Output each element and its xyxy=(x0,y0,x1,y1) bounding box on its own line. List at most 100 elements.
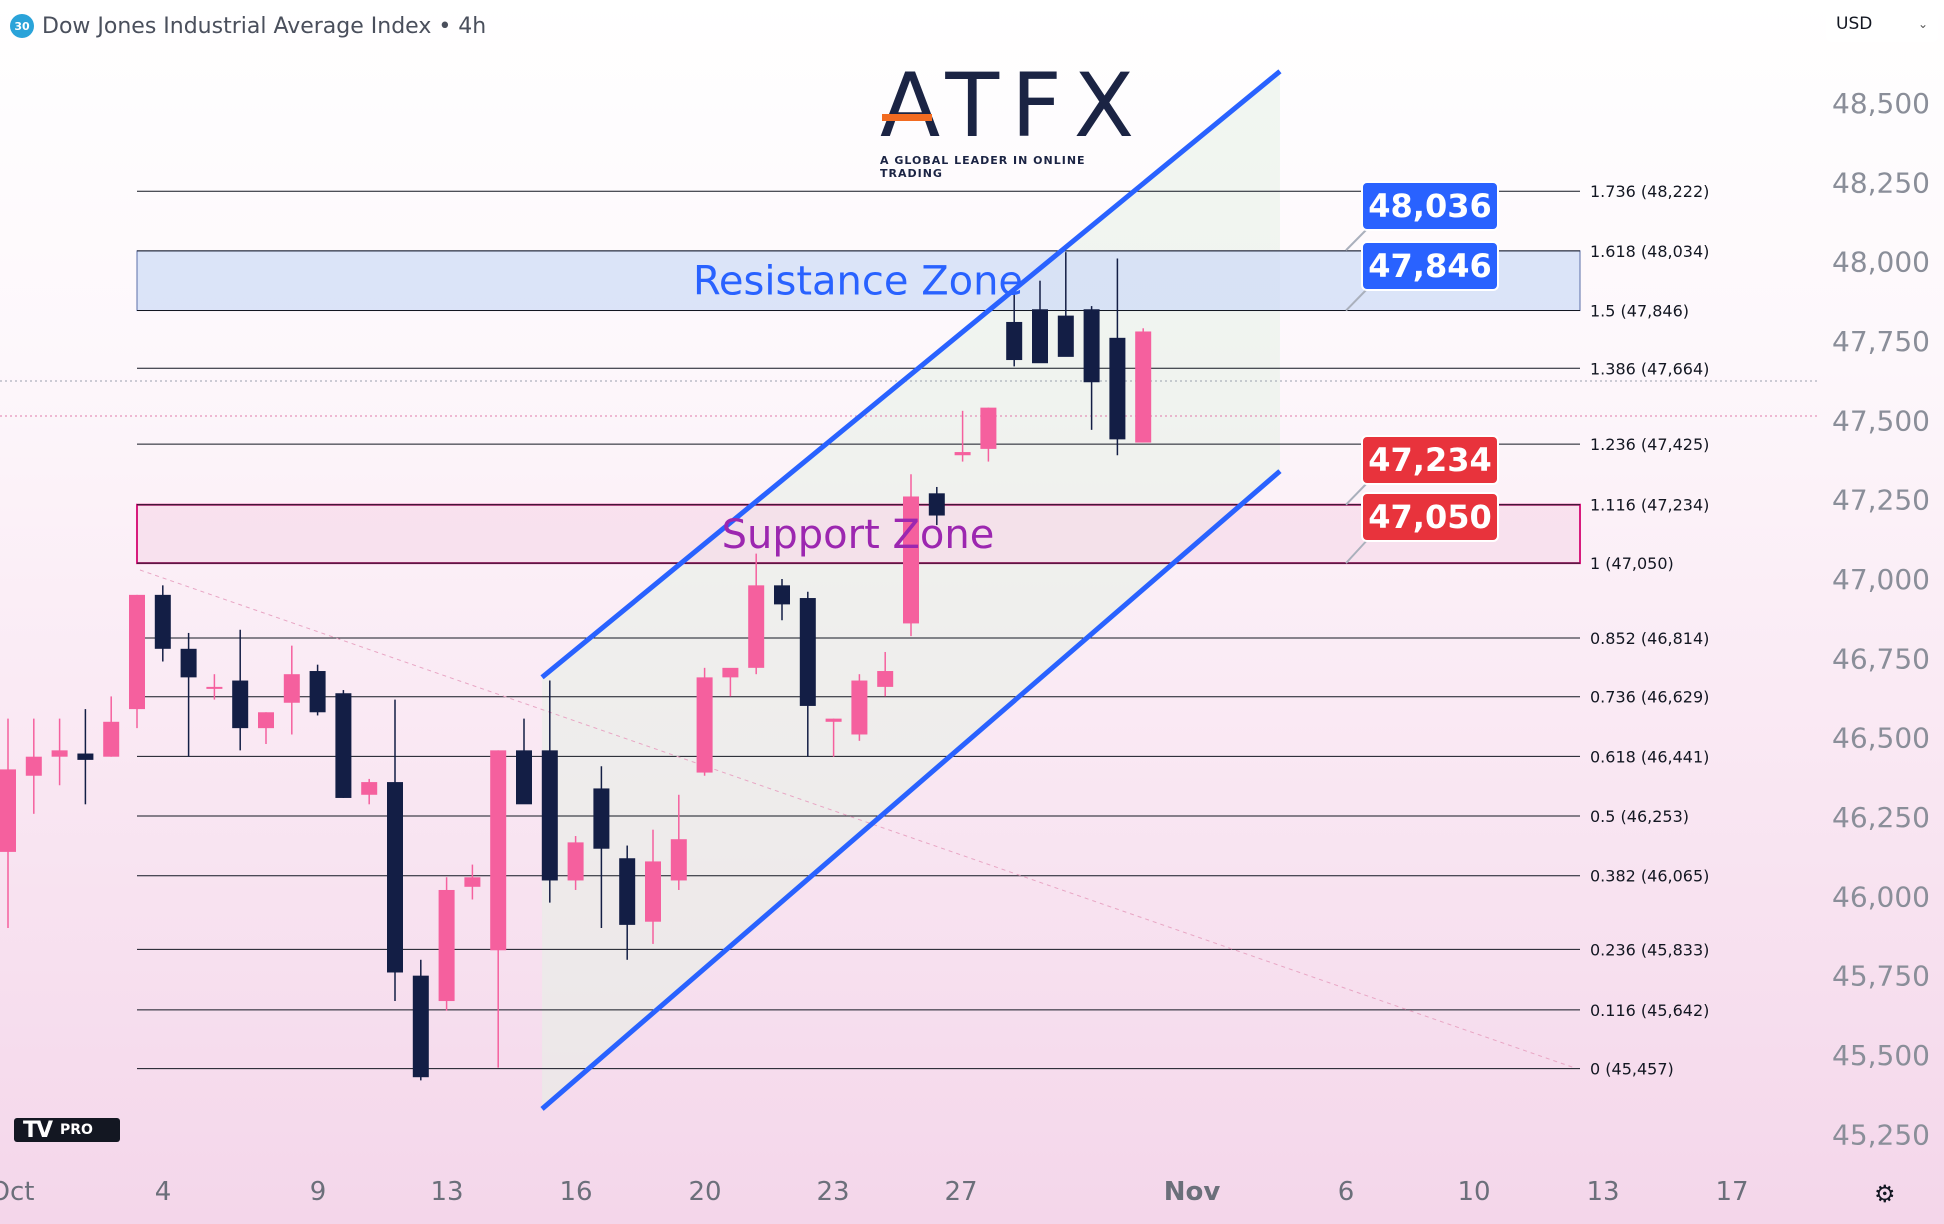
candle-body xyxy=(903,496,919,624)
y-tick-label: 48,000 xyxy=(1832,246,1930,279)
candle-body xyxy=(748,585,765,668)
candle-body xyxy=(180,648,197,678)
candle-body xyxy=(928,493,945,516)
candle-body xyxy=(387,782,403,973)
candle xyxy=(180,632,197,757)
candle xyxy=(593,766,610,929)
price-tag-box xyxy=(1361,241,1499,291)
candle xyxy=(1006,290,1023,367)
candle-body xyxy=(464,877,481,887)
fib-label: 1.5 (47,846) xyxy=(1590,302,1689,321)
x-tick-label: 23 xyxy=(816,1177,849,1207)
y-tick-label: 48,500 xyxy=(1832,87,1930,120)
candle xyxy=(516,718,532,805)
tradingview-pro-logo[interactable]: TV PRO xyxy=(14,1118,120,1143)
channel-lower-line xyxy=(540,469,1282,1111)
candle xyxy=(825,718,842,757)
candle-body xyxy=(154,594,171,649)
candle xyxy=(490,750,507,1068)
candle xyxy=(51,718,68,786)
y-tick-label: 46,500 xyxy=(1832,722,1930,755)
fib-label: 0.852 (46,814) xyxy=(1590,629,1709,648)
y-tick-label: 46,750 xyxy=(1832,642,1930,675)
fib-label: 1.236 (47,425) xyxy=(1590,435,1709,454)
candle xyxy=(1135,328,1152,443)
currency-label: USD xyxy=(1836,14,1873,34)
pro-label: PRO xyxy=(60,1122,93,1138)
candle-body xyxy=(283,674,300,703)
candle-body xyxy=(799,598,816,706)
candle-body xyxy=(129,594,145,710)
fib-label: 0.5 (46,253) xyxy=(1590,807,1689,826)
candle xyxy=(387,699,403,1002)
candle xyxy=(670,794,687,890)
candle xyxy=(25,718,42,814)
candle xyxy=(1057,252,1074,357)
y-tick-label: 47,250 xyxy=(1832,484,1930,517)
fib-label: 0.116 (45,642) xyxy=(1590,1001,1709,1020)
candle xyxy=(851,674,868,741)
y-tick-label: 45,750 xyxy=(1832,960,1930,993)
faint-trendline xyxy=(139,569,1576,1069)
candle xyxy=(438,877,455,1011)
gear-icon[interactable]: ⚙ xyxy=(1874,1180,1896,1208)
candle-body xyxy=(696,677,713,773)
candle-body xyxy=(232,680,249,729)
price-tag-text: 47,846 xyxy=(1368,247,1491,285)
candle-body xyxy=(774,585,790,605)
atfx-logo: ATFX A GLOBAL LEADER IN ONLINE TRADING xyxy=(880,62,1134,181)
y-tick-label: 48,250 xyxy=(1832,166,1930,199)
candle xyxy=(567,836,584,890)
candle xyxy=(464,864,481,900)
price-tag: 47,050 xyxy=(1345,492,1499,564)
candle xyxy=(541,680,558,903)
fib-label: 0.618 (46,441) xyxy=(1590,747,1709,766)
candle-body xyxy=(490,750,507,951)
candle xyxy=(799,591,816,757)
candle-body xyxy=(206,686,223,689)
x-tick-label: Oct xyxy=(0,1177,34,1207)
fib-label: 1.736 (48,222) xyxy=(1590,182,1709,201)
candle-body xyxy=(0,769,16,852)
y-tick-label: 47,000 xyxy=(1832,563,1930,596)
candle-body xyxy=(954,452,971,456)
x-tick-label: 13 xyxy=(1586,1177,1619,1207)
candle-body xyxy=(980,407,997,449)
candle-body xyxy=(619,858,636,925)
x-tick-label: 10 xyxy=(1457,1177,1490,1207)
price-tag-box xyxy=(1361,181,1499,231)
candle-body xyxy=(1006,321,1023,361)
fib-label: 1.386 (47,664) xyxy=(1590,359,1709,378)
price-tag-text: 47,050 xyxy=(1368,498,1491,536)
candle-body xyxy=(1135,331,1152,443)
candle-body xyxy=(567,842,584,881)
candle-body xyxy=(361,782,378,795)
fib-label: 0 (45,457) xyxy=(1590,1060,1674,1079)
resistance-zone-label: Resistance Zone xyxy=(693,259,1023,305)
candle xyxy=(258,712,274,745)
y-tick-label: 47,500 xyxy=(1832,404,1930,437)
logo-tagline: A GLOBAL LEADER IN ONLINE TRADING xyxy=(880,154,1086,180)
fib-label: 1.618 (48,034) xyxy=(1590,242,1709,261)
candle-body xyxy=(1057,315,1074,357)
candle-body xyxy=(51,750,68,757)
candle xyxy=(361,778,378,805)
price-tag-text: 48,036 xyxy=(1368,187,1491,225)
x-tick-label: 20 xyxy=(688,1177,721,1207)
candle-body xyxy=(335,693,352,798)
logo-word: ATFX xyxy=(880,54,1147,157)
candle-body xyxy=(103,721,120,757)
candle xyxy=(774,578,790,621)
chart-header: 30 Dow Jones Industrial Average Index • … xyxy=(10,10,486,42)
candle xyxy=(283,645,300,735)
y-tick-label: 45,250 xyxy=(1832,1118,1930,1151)
x-tick-label: 16 xyxy=(559,1177,592,1207)
symbol-title[interactable]: Dow Jones Industrial Average Index • 4h xyxy=(42,13,487,39)
currency-selector[interactable]: USD ⌄ xyxy=(1826,6,1938,42)
x-tick-label: 13 xyxy=(430,1177,463,1207)
candle-body xyxy=(25,756,42,776)
candle-body xyxy=(1083,309,1100,383)
x-tick-label: 27 xyxy=(944,1177,977,1207)
y-tick-label: 45,500 xyxy=(1832,1039,1930,1072)
